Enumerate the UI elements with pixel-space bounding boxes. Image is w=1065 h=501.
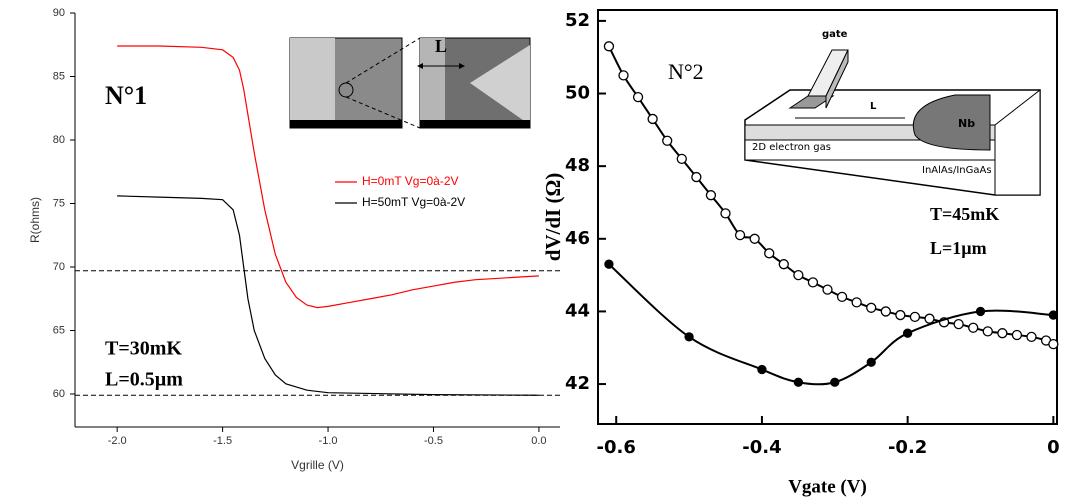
y-axis-label: dV/dI (Ω) bbox=[541, 173, 565, 262]
y-tick-label: 50 bbox=[565, 83, 590, 104]
legend-label: H=0mT Vg=0à-2V bbox=[362, 174, 459, 188]
chart-1: L -2.0 -1.5 -1.0 -0.5 0.0 60 65 70 75 80 85 90 Vgril… bbox=[28, 7, 560, 472]
y-tick-label: 60 bbox=[53, 388, 65, 400]
inset-label: gate bbox=[822, 29, 848, 40]
zoom-line bbox=[345, 37, 421, 84]
data-point bbox=[975, 306, 986, 317]
data-point bbox=[793, 377, 804, 387]
data-point bbox=[778, 259, 789, 270]
nb-contact bbox=[913, 94, 991, 151]
annotation: L=1µm bbox=[930, 238, 987, 258]
data-point bbox=[705, 190, 717, 201]
y-tick-label: 48 bbox=[565, 155, 590, 176]
data-point bbox=[880, 306, 891, 317]
annotation: N°2 bbox=[668, 59, 704, 84]
inset-label: L bbox=[870, 101, 877, 112]
data-point bbox=[676, 153, 687, 165]
y-tick-label: 52 bbox=[565, 10, 590, 31]
data-point bbox=[1026, 331, 1037, 342]
data-point bbox=[647, 113, 658, 125]
data-point bbox=[749, 233, 760, 244]
data-point bbox=[895, 309, 906, 321]
inset-scalebar bbox=[290, 120, 402, 128]
data-point bbox=[836, 291, 848, 303]
x-tick-label: 0 bbox=[1047, 437, 1060, 458]
data-point bbox=[924, 313, 935, 324]
data-point bbox=[720, 208, 731, 219]
data-point bbox=[1048, 310, 1059, 320]
annotation: L=0.5µm bbox=[105, 369, 183, 391]
data-point bbox=[1048, 338, 1059, 350]
data-point bbox=[662, 135, 673, 146]
x-tick-label: 0.0 bbox=[531, 435, 546, 447]
data-point bbox=[902, 328, 913, 338]
data-point bbox=[734, 230, 746, 241]
data-point bbox=[632, 92, 644, 103]
data-point bbox=[822, 284, 833, 295]
inset-electrode bbox=[470, 45, 530, 125]
y-tick-label: 46 bbox=[565, 228, 590, 249]
y-tick-label: 85 bbox=[53, 70, 65, 82]
device-side bbox=[994, 88, 1041, 196]
data-point bbox=[997, 328, 1008, 339]
data-point bbox=[757, 364, 767, 375]
inset-label: Nb bbox=[958, 117, 975, 130]
data-point bbox=[830, 377, 840, 387]
data-point bbox=[866, 357, 876, 367]
data-point bbox=[1011, 329, 1023, 341]
y-tick-label: 80 bbox=[53, 134, 65, 146]
data-point bbox=[604, 259, 614, 269]
x-tick-label: -1.5 bbox=[213, 435, 232, 447]
contact bbox=[788, 95, 835, 109]
annotation: T=45mK bbox=[930, 204, 999, 224]
x-axis-label: Vgate (V) bbox=[788, 476, 867, 497]
plot-frame bbox=[597, 9, 1058, 425]
data-point bbox=[603, 41, 615, 52]
zoom-line bbox=[345, 96, 421, 129]
annotation: T=30mK bbox=[105, 338, 182, 360]
legend-label: H=50mT Vg=0à-2V bbox=[362, 195, 465, 209]
data-point bbox=[851, 297, 862, 308]
inset-label: 2D electron gas bbox=[752, 142, 831, 153]
x-tick-label: -0.4 bbox=[742, 437, 781, 458]
y-tick-label: 90 bbox=[53, 7, 65, 19]
x-tick-label: -0.5 bbox=[424, 435, 443, 447]
gate-bar-side bbox=[825, 49, 849, 109]
data-point bbox=[807, 277, 819, 288]
data-point bbox=[618, 70, 629, 81]
x-tick-label: -2.0 bbox=[108, 435, 127, 447]
data-point bbox=[968, 322, 979, 333]
data-point bbox=[866, 302, 877, 313]
x-tick-label: -0.2 bbox=[888, 437, 927, 458]
data-point bbox=[793, 269, 804, 281]
inset-photo-light bbox=[290, 38, 335, 128]
data-point bbox=[953, 318, 964, 330]
inset-label: InAlAs/InGaAs bbox=[922, 165, 992, 176]
data-point bbox=[764, 248, 775, 259]
annotation: N°1 bbox=[105, 81, 147, 110]
x-tick-label: -1.0 bbox=[319, 435, 338, 447]
y-tick-label: 42 bbox=[565, 373, 590, 394]
y-tick-label: 70 bbox=[53, 261, 65, 273]
data-point bbox=[982, 326, 993, 337]
data-point bbox=[691, 171, 702, 183]
y-tick-label: 65 bbox=[53, 324, 65, 336]
x-axis-label: Vgrille (V) bbox=[291, 458, 344, 472]
inset-label: L bbox=[435, 36, 447, 56]
x-tick-label: -0.6 bbox=[597, 437, 636, 458]
series-line bbox=[608, 263, 1054, 386]
inset-electrode bbox=[420, 38, 445, 128]
y-tick-label: 44 bbox=[565, 300, 590, 321]
data-point bbox=[684, 332, 694, 342]
chart-2: gate L Nb 2D electron gas InAlAs/InGaAs … bbox=[541, 9, 1060, 497]
series-line bbox=[117, 45, 539, 309]
y-axis-label: R(ohms) bbox=[28, 197, 42, 243]
inset-scalebar bbox=[420, 120, 530, 128]
data-point bbox=[909, 311, 921, 323]
y-tick-label: 75 bbox=[53, 197, 65, 209]
series-line bbox=[117, 195, 539, 396]
